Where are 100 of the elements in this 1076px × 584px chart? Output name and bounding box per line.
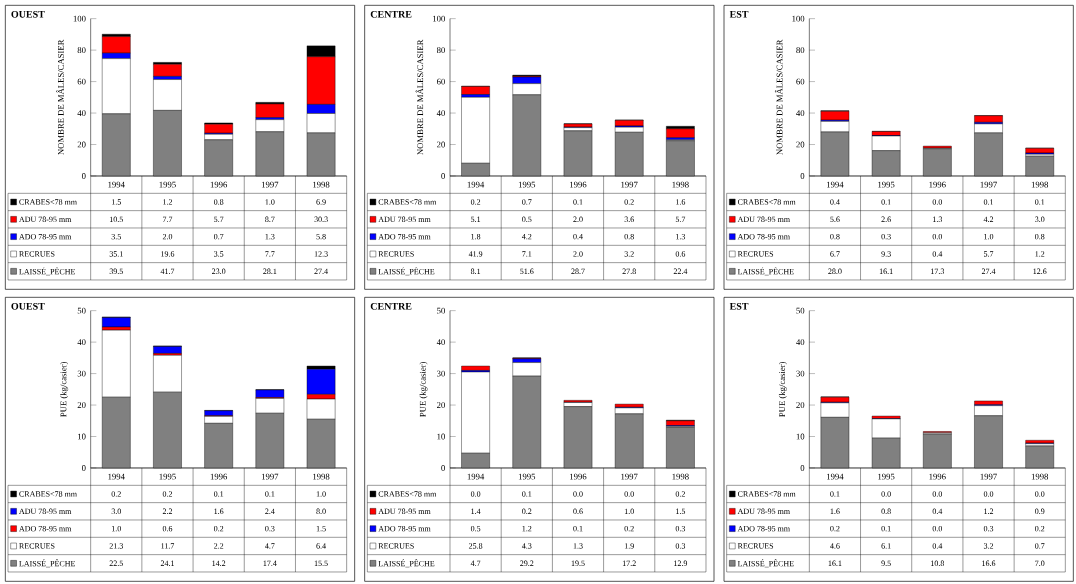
data-label: 0.8 bbox=[881, 508, 891, 515]
y-tick-label: 80 bbox=[77, 47, 86, 54]
data-label: 22.5 bbox=[109, 560, 123, 567]
x-tick-label: 1995 bbox=[878, 473, 895, 480]
data-label: 0.8 bbox=[624, 233, 634, 240]
y-axis-title: NOMBRE DE MÂLES/CASIER bbox=[415, 39, 424, 155]
data-label: 0.8 bbox=[830, 233, 840, 240]
data-label: 0.1 bbox=[522, 491, 532, 497]
y-tick-label: 100 bbox=[792, 15, 805, 22]
data-label: 0.7 bbox=[1035, 543, 1045, 549]
data-label: 3.2 bbox=[983, 543, 994, 549]
data-label: 3.6 bbox=[624, 216, 634, 223]
x-tick-label: 1994 bbox=[108, 181, 125, 188]
x-tick-label: 1994 bbox=[467, 181, 485, 188]
data-label: 0.3 bbox=[983, 525, 994, 532]
data-label: 1.4 bbox=[471, 508, 481, 514]
legend-label: ADO 78-95 mm bbox=[737, 525, 790, 532]
data-label: 0.3 bbox=[881, 233, 891, 240]
data-label: 0.4 bbox=[932, 251, 943, 257]
legend-label: ADU 78-95 mm bbox=[737, 508, 790, 515]
y-tick-label: 20 bbox=[796, 141, 805, 148]
data-label: 0.0 bbox=[1035, 491, 1045, 497]
y-tick-label: 20 bbox=[77, 141, 86, 148]
data-label: 9.5 bbox=[881, 560, 891, 567]
data-label: 1.3 bbox=[933, 216, 943, 223]
data-label: 7.1 bbox=[522, 251, 532, 257]
data-label: 3.0 bbox=[1035, 216, 1045, 223]
y-tick-label: 60 bbox=[437, 78, 445, 85]
legend-label: LAISSÉ_PÊCHE bbox=[737, 559, 794, 568]
legend-label: CRABES<78 mm bbox=[737, 199, 796, 205]
data-label: 2.4 bbox=[265, 508, 275, 515]
data-label: 21.3 bbox=[109, 543, 123, 549]
x-tick-label: 1998 bbox=[672, 473, 689, 480]
y-tick-label: 60 bbox=[796, 78, 805, 85]
data-label: 0.4 bbox=[573, 233, 583, 240]
data-label: 0.1 bbox=[573, 525, 583, 532]
data-label: 12.6 bbox=[1033, 268, 1047, 275]
y-tick-label: 60 bbox=[77, 78, 86, 85]
data-label: 2.2 bbox=[214, 543, 224, 549]
data-label: 0.2 bbox=[1035, 525, 1045, 532]
y-tick-label: 40 bbox=[77, 110, 86, 116]
x-tick-label: 1997 bbox=[621, 181, 638, 188]
data-label: 10.8 bbox=[931, 560, 945, 567]
y-axis-title: NOMBRE DE MÂLES/CASIER bbox=[56, 39, 64, 155]
data-label: 0.1 bbox=[1035, 199, 1045, 205]
data-label: 0.8 bbox=[1035, 233, 1045, 240]
y-tick-label: 0 bbox=[441, 465, 445, 471]
chart-title: EST bbox=[729, 10, 749, 18]
data-label: 19.6 bbox=[161, 251, 175, 257]
x-tick-label: 1996 bbox=[210, 473, 228, 480]
data-label: 5.7 bbox=[983, 251, 994, 257]
data-label: 7.7 bbox=[162, 216, 173, 222]
x-tick-label: 1998 bbox=[313, 473, 330, 480]
data-label: 1.9 bbox=[624, 543, 634, 549]
data-label: 5.8 bbox=[316, 233, 326, 240]
data-label: 0.1 bbox=[830, 491, 840, 497]
data-label: 41.7 bbox=[160, 268, 175, 275]
y-tick-label: 0 bbox=[81, 173, 86, 179]
legend-label: ADO 78-95 mm bbox=[378, 233, 431, 240]
data-label: 0.7 bbox=[522, 199, 532, 205]
data-label: 28.0 bbox=[828, 268, 842, 275]
data-label: 1.2 bbox=[984, 508, 994, 515]
legend-label: ADU 78-95 mm bbox=[19, 508, 72, 515]
x-tick-label: 1995 bbox=[518, 181, 536, 188]
legend-label: ADU 78-95 mm bbox=[378, 508, 431, 515]
data-label: 29.2 bbox=[520, 560, 534, 567]
data-label: 0.1 bbox=[213, 491, 224, 497]
y-tick-label: 20 bbox=[796, 402, 805, 408]
y-tick-label: 10 bbox=[437, 433, 445, 440]
data-label: 0.2 bbox=[213, 525, 224, 532]
data-label: 4.2 bbox=[521, 233, 532, 240]
data-label: 2.0 bbox=[573, 216, 583, 223]
legend-label: ADO 78-95 mm bbox=[378, 525, 431, 532]
y-tick-label: 50 bbox=[77, 307, 86, 314]
data-label: 1.5 bbox=[111, 199, 121, 205]
legend-label: ADO 78-95 mm bbox=[737, 233, 790, 240]
y-tick-label: 40 bbox=[796, 110, 805, 116]
legend-label: ADU 78-95 mm bbox=[378, 216, 431, 223]
y-tick-label: 10 bbox=[78, 433, 86, 440]
data-label: 12.9 bbox=[674, 560, 688, 567]
data-label: 4.2 bbox=[983, 216, 994, 223]
data-label: 8.0 bbox=[316, 508, 326, 515]
data-label: 9.3 bbox=[881, 251, 891, 257]
y-tick-label: 0 bbox=[800, 465, 805, 471]
data-label: 0.1 bbox=[881, 525, 891, 532]
data-label: 5.7 bbox=[214, 216, 224, 222]
data-label: 0.3 bbox=[675, 543, 686, 549]
data-label: 0.0 bbox=[932, 233, 943, 240]
legend-label: CRABES<78 mm bbox=[378, 199, 437, 205]
data-label: 0.0 bbox=[932, 491, 943, 497]
y-tick-label: 30 bbox=[796, 370, 805, 377]
data-label: 0.2 bbox=[470, 199, 481, 205]
data-label: 4.6 bbox=[830, 543, 840, 549]
data-label: 1.8 bbox=[471, 233, 481, 240]
data-label: 0.3 bbox=[265, 525, 275, 532]
data-label: 0.6 bbox=[675, 251, 686, 257]
data-label: 1.6 bbox=[676, 199, 686, 205]
chart-title: CENTRE bbox=[370, 302, 412, 310]
y-tick-label: 40 bbox=[436, 339, 445, 346]
data-label: 3.5 bbox=[214, 251, 224, 257]
